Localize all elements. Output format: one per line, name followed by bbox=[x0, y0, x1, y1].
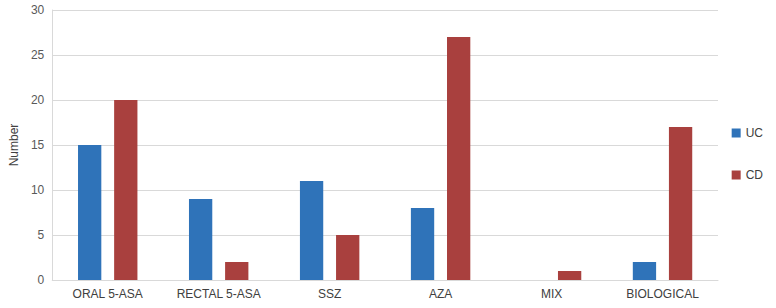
svg-text:BIOLOGICAL: BIOLOGICAL bbox=[626, 287, 699, 301]
svg-text:RECTAL 5-ASA: RECTAL 5-ASA bbox=[177, 287, 261, 301]
svg-text:20: 20 bbox=[31, 93, 45, 107]
svg-text:UC: UC bbox=[746, 126, 764, 140]
svg-text:AZA: AZA bbox=[429, 287, 452, 301]
svg-text:CD: CD bbox=[746, 168, 764, 182]
svg-text:25: 25 bbox=[31, 48, 45, 62]
svg-text:0: 0 bbox=[38, 273, 45, 287]
svg-text:Number: Number bbox=[7, 124, 21, 167]
svg-text:15: 15 bbox=[31, 138, 45, 152]
svg-text:SSZ: SSZ bbox=[318, 287, 341, 301]
svg-text:10: 10 bbox=[31, 183, 45, 197]
svg-text:5: 5 bbox=[38, 228, 45, 242]
svg-text:MIX: MIX bbox=[541, 287, 562, 301]
svg-text:30: 30 bbox=[31, 3, 45, 17]
svg-text:ORAL 5-ASA: ORAL 5-ASA bbox=[73, 287, 143, 301]
